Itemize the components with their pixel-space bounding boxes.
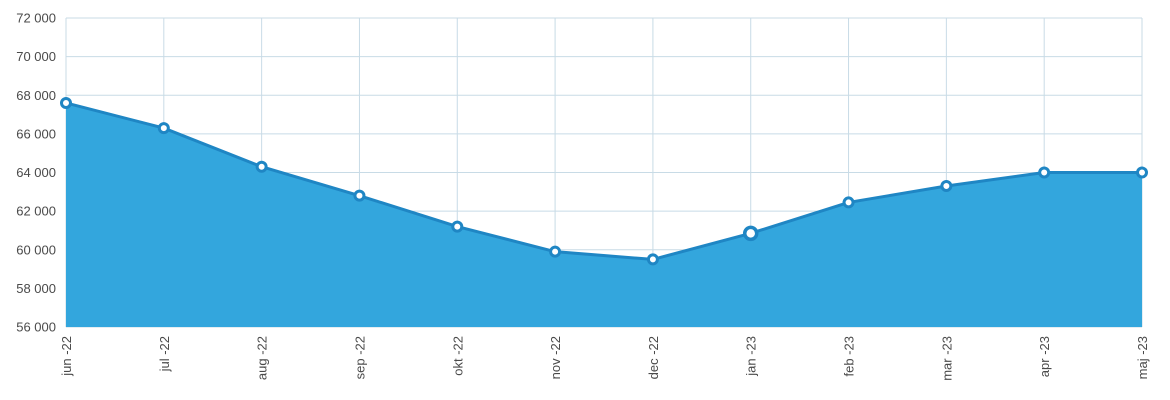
- data-point[interactable]: [940, 180, 953, 193]
- x-tick-label: aug -22: [255, 336, 270, 380]
- y-tick-label: 58 000: [16, 281, 56, 296]
- x-tick-label: okt -22: [450, 336, 465, 376]
- y-axis: 56 000 58 000 60 000 62 000 64 000 66 000 68 0…: [16, 11, 56, 335]
- data-point[interactable]: [646, 253, 659, 266]
- x-axis: jun -22 jul -22 aug -22 sep -22 okt -22 nov -…: [59, 336, 1150, 381]
- x-tick-label: feb -23: [842, 336, 857, 376]
- data-point[interactable]: [157, 122, 170, 135]
- y-tick-label: 70 000: [16, 49, 56, 64]
- y-tick-label: 56 000: [16, 320, 56, 335]
- y-tick-label: 60 000: [16, 242, 56, 257]
- x-tick-label: maj -23: [1135, 336, 1150, 379]
- data-point-highlighted[interactable]: [742, 225, 759, 242]
- data-points: [60, 96, 1148, 266]
- series-line: [65, 101, 1142, 261]
- data-point[interactable]: [1136, 166, 1148, 179]
- x-tick-label: jun -22: [59, 336, 74, 377]
- area-fill: [66, 102, 1142, 327]
- y-tick-label: 72 000: [16, 11, 56, 26]
- x-tick-label: sep -22: [352, 336, 367, 379]
- x-tick-label: jul -22: [157, 336, 172, 372]
- data-point[interactable]: [549, 245, 562, 258]
- x-tick-label: dec -22: [646, 336, 661, 379]
- x-tick-label: jan -23: [744, 336, 759, 377]
- y-tick-label: 66 000: [16, 126, 56, 141]
- data-point[interactable]: [255, 160, 268, 173]
- x-tick-label: mar -23: [939, 336, 954, 381]
- data-point[interactable]: [842, 196, 855, 209]
- data-point[interactable]: [1038, 166, 1051, 179]
- data-point[interactable]: [353, 189, 366, 202]
- y-tick-label: 62 000: [16, 204, 56, 219]
- data-point[interactable]: [60, 96, 72, 109]
- y-tick-label: 68 000: [16, 88, 56, 103]
- y-tick-label: 64 000: [16, 165, 56, 180]
- x-tick-label: nov -22: [548, 336, 563, 379]
- x-tick-label: apr -23: [1037, 336, 1052, 377]
- series-area: [65, 101, 1142, 327]
- data-point[interactable]: [451, 220, 464, 233]
